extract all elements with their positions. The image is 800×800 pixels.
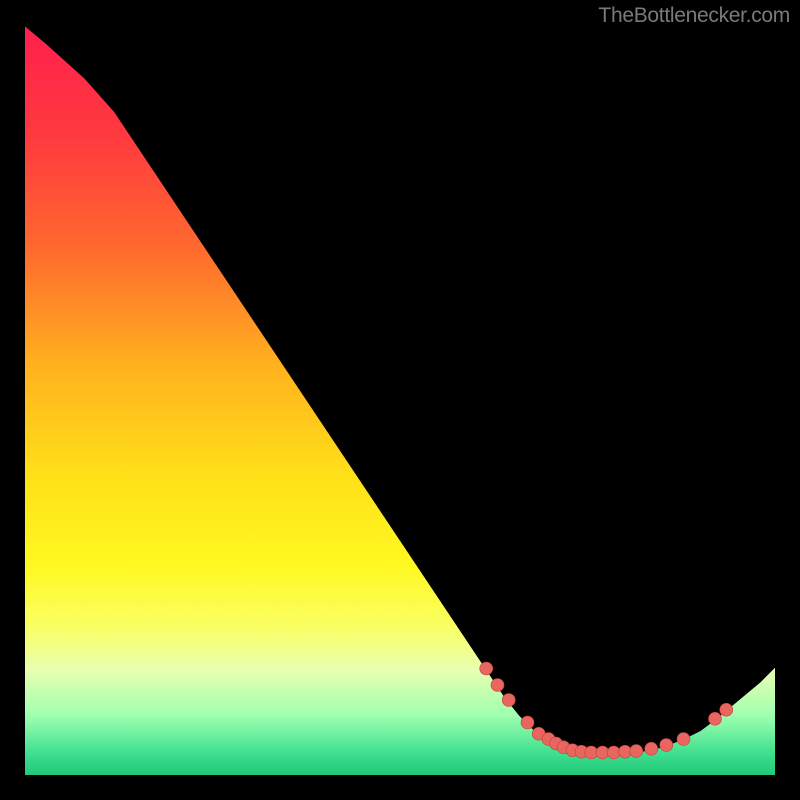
data-marker [720, 703, 733, 716]
data-marker [502, 694, 515, 707]
data-marker [630, 745, 643, 758]
chart-svg [25, 25, 775, 775]
data-marker [660, 739, 673, 752]
data-marker [645, 742, 658, 755]
chart-plot-area [25, 25, 775, 775]
data-marker [521, 716, 534, 729]
data-marker [480, 662, 493, 675]
data-marker [491, 679, 504, 692]
data-marker [677, 733, 690, 746]
watermark-text: TheBottlenecker.com [598, 4, 790, 28]
data-marker [709, 712, 722, 725]
